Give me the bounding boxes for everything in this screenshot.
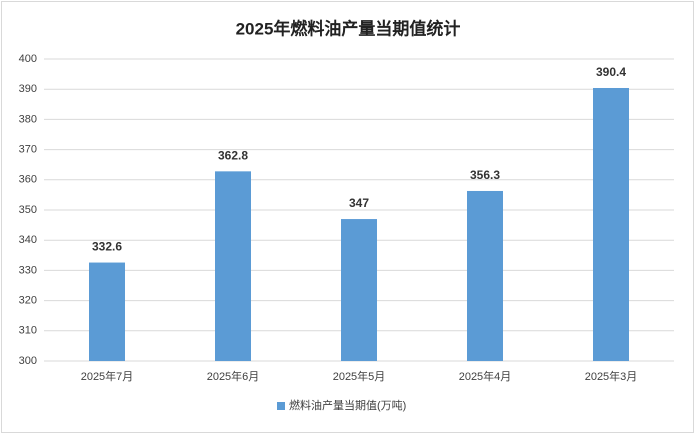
data-label: 347 <box>349 196 369 210</box>
y-tick-label: 340 <box>19 234 37 246</box>
bar <box>341 219 377 361</box>
legend-label: 燃料油产量当期值(万吨) <box>289 398 406 412</box>
data-label: 356.3 <box>470 168 500 182</box>
y-tick-label: 310 <box>19 325 37 337</box>
y-tick-label: 400 <box>19 53 37 65</box>
data-label: 332.6 <box>92 240 122 254</box>
y-tick-label: 380 <box>19 113 37 125</box>
x-tick-label: 2025年7月 <box>81 369 134 383</box>
bar <box>89 262 125 361</box>
y-tick-label: 370 <box>19 144 37 156</box>
x-tick-label: 2025年5月 <box>333 369 386 383</box>
data-label: 362.8 <box>218 149 248 163</box>
bar <box>593 87 629 361</box>
x-tick-label: 2025年6月 <box>207 369 260 383</box>
y-tick-label: 350 <box>19 204 37 216</box>
y-tick-label: 300 <box>19 355 37 367</box>
data-label: 390.4 <box>596 65 626 79</box>
y-tick-label: 320 <box>19 295 37 307</box>
y-tick-label: 360 <box>19 174 37 186</box>
bar <box>467 190 503 361</box>
y-tick-label: 330 <box>19 264 37 276</box>
x-tick-label: 2025年3月 <box>585 369 638 383</box>
x-tick-label: 2025年4月 <box>459 369 512 383</box>
y-tick-label: 390 <box>19 83 37 95</box>
bar <box>215 171 251 361</box>
legend-swatch <box>277 402 285 410</box>
chart-title: 2025年燃料油产量当期值统计 <box>236 18 461 38</box>
